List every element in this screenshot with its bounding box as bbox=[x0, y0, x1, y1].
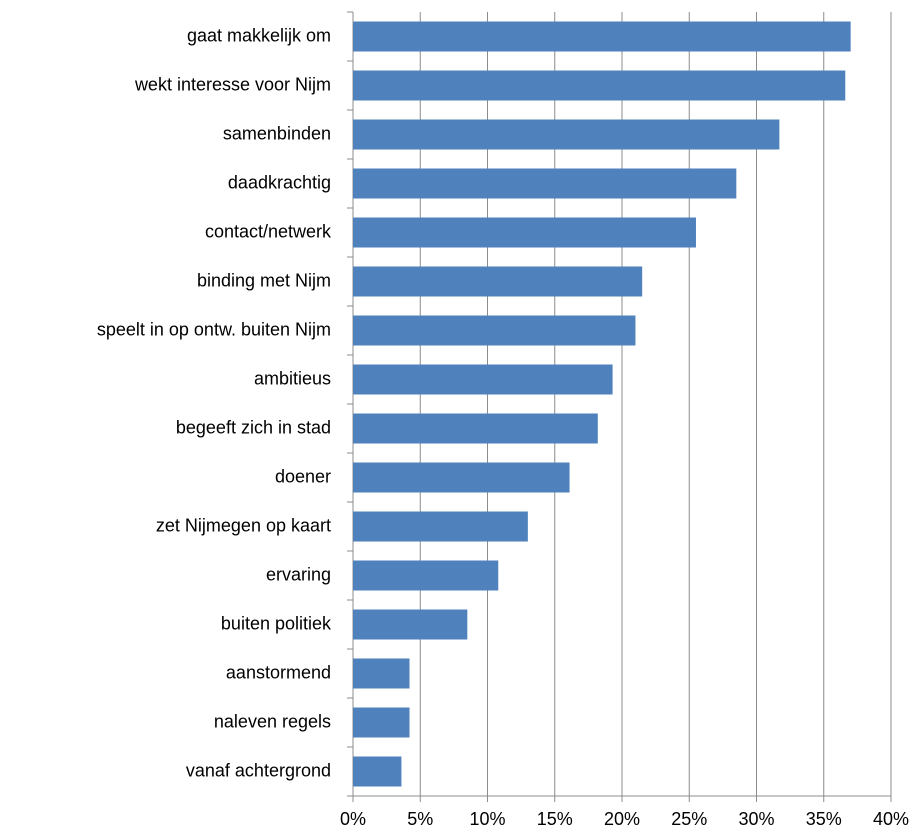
bar bbox=[353, 609, 468, 640]
bar bbox=[353, 707, 410, 738]
x-tick-label: 10% bbox=[469, 809, 505, 829]
x-tick-label: 15% bbox=[537, 809, 573, 829]
y-tick-label: aanstormend bbox=[226, 662, 331, 682]
y-tick-label: wekt interesse voor Nijm bbox=[134, 74, 331, 94]
x-tick-label: 5% bbox=[407, 809, 433, 829]
bar bbox=[353, 462, 570, 493]
x-tick-label: 20% bbox=[604, 809, 640, 829]
bar bbox=[353, 21, 851, 52]
y-tick-label: samenbinden bbox=[223, 123, 331, 143]
bar bbox=[353, 511, 528, 542]
y-tick-label: vanaf achtergrond bbox=[186, 760, 331, 780]
y-tick-label: speelt in op ontw. buiten Nijm bbox=[97, 319, 331, 339]
bar bbox=[353, 266, 643, 297]
bar bbox=[353, 560, 499, 591]
bar bbox=[353, 364, 613, 395]
y-tick-label: binding met Nijm bbox=[197, 270, 331, 290]
bar bbox=[353, 756, 402, 787]
y-tick-label: naleven regels bbox=[214, 711, 331, 731]
bar bbox=[353, 413, 598, 444]
y-tick-label: begeeft zich in stad bbox=[176, 417, 331, 437]
x-tick-label: 25% bbox=[671, 809, 707, 829]
bar bbox=[353, 658, 410, 689]
x-tick-label: 35% bbox=[806, 809, 842, 829]
y-tick-label: buiten politiek bbox=[221, 613, 332, 633]
bar bbox=[353, 217, 696, 248]
y-tick-label: ervaring bbox=[266, 564, 331, 584]
y-tick-label: contact/netwerk bbox=[205, 221, 332, 241]
x-tick-label: 0% bbox=[340, 809, 366, 829]
y-tick-label: zet Nijmegen op kaart bbox=[156, 515, 331, 535]
y-tick-label: gaat makkelijk om bbox=[187, 25, 331, 45]
bar bbox=[353, 315, 636, 346]
y-tick-label: ambitieus bbox=[254, 368, 331, 388]
x-tick-label: 40% bbox=[873, 809, 909, 829]
bar bbox=[353, 70, 846, 101]
y-tick-label: doener bbox=[275, 466, 331, 486]
x-tick-label: 30% bbox=[738, 809, 774, 829]
bar bbox=[353, 119, 780, 150]
y-tick-label: daadkrachtig bbox=[228, 172, 331, 192]
bar bbox=[353, 168, 737, 199]
